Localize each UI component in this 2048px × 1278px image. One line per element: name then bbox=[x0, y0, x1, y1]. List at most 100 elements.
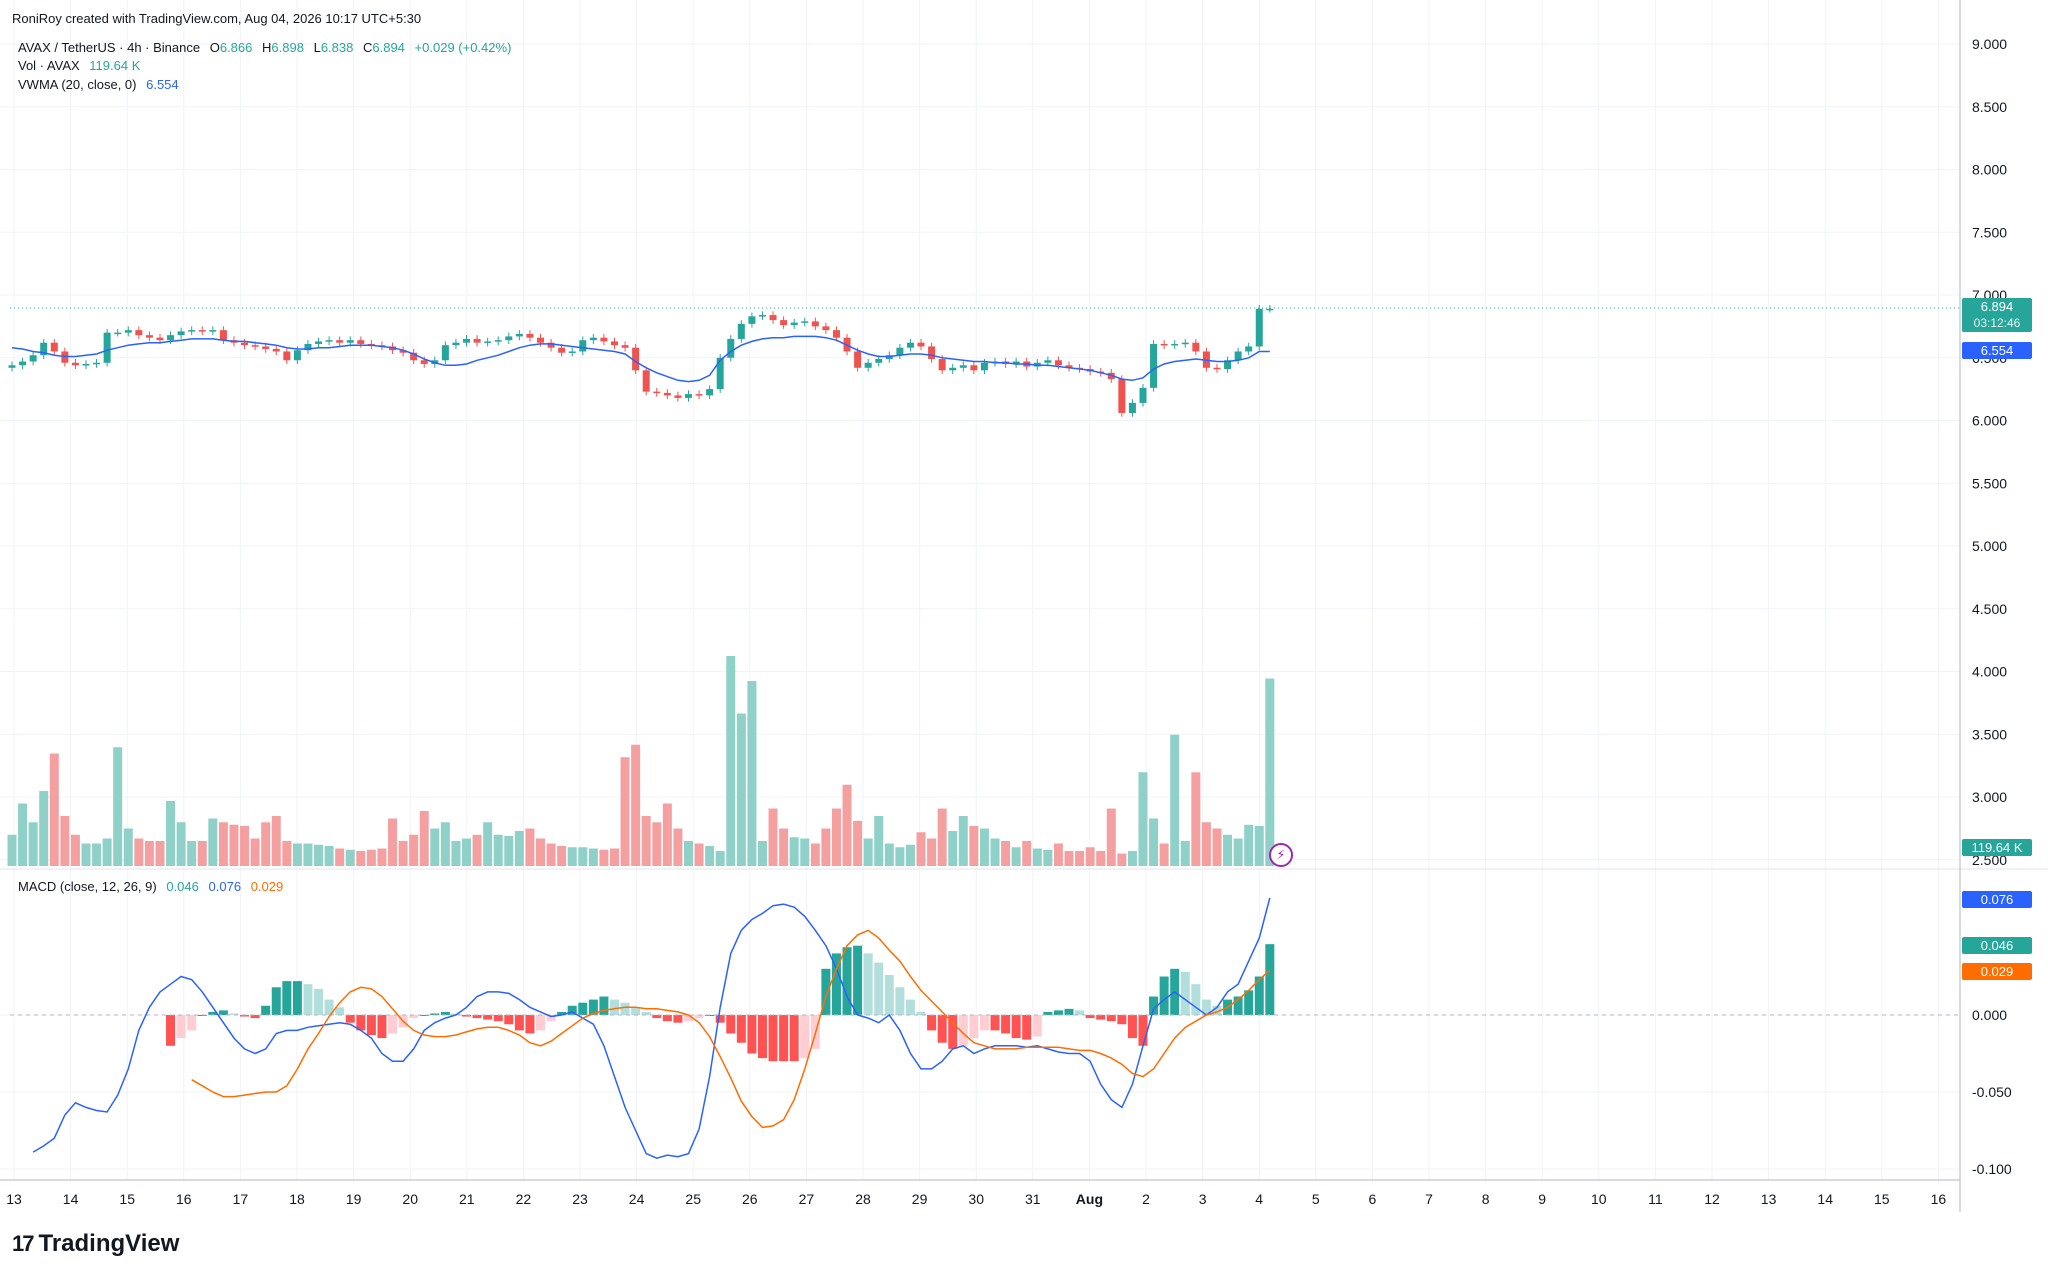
macd-histogram-bar bbox=[250, 1015, 260, 1019]
macd-histogram-bar bbox=[430, 1013, 440, 1015]
volume-bar bbox=[440, 822, 450, 866]
volume-bar bbox=[388, 818, 398, 866]
volume-bar bbox=[831, 808, 841, 866]
time-tick-label: 13 bbox=[1761, 1191, 1777, 1207]
macd-histogram-bar bbox=[990, 1015, 1000, 1031]
time-axis[interactable]: 13 14 15 16 17 18 19 20 21 22 23 24 25 26 27 28 29 30 31 Au… bbox=[6, 1191, 1946, 1207]
macd-histogram-bar bbox=[599, 996, 609, 1015]
volume-bar bbox=[377, 848, 387, 866]
candle-body bbox=[1118, 379, 1126, 413]
candle-body bbox=[653, 391, 661, 394]
volume-bar bbox=[271, 816, 281, 866]
macd-histogram-bar bbox=[1106, 1015, 1116, 1022]
time-tick-label: 16 bbox=[1931, 1191, 1947, 1207]
macd-histogram-bar bbox=[673, 1015, 683, 1023]
macd-histogram-bar bbox=[1053, 1010, 1063, 1015]
volume-bar bbox=[1138, 772, 1148, 866]
volume-bar bbox=[60, 816, 70, 866]
macd-histogram-bar bbox=[620, 1002, 630, 1015]
volume-bar bbox=[726, 656, 736, 866]
candle-body bbox=[315, 341, 323, 344]
macd-axis[interactable]: 0.000 -0.050 -0.100 bbox=[1972, 1007, 2012, 1177]
candle-body bbox=[790, 322, 798, 326]
volume-bar bbox=[1254, 826, 1264, 866]
time-tick-label: 20 bbox=[402, 1191, 418, 1207]
macd-histogram-bar bbox=[1001, 1015, 1011, 1034]
candle-body bbox=[589, 337, 597, 341]
high-value: 6.898 bbox=[271, 40, 304, 55]
volume-bar bbox=[789, 837, 799, 866]
volume-bar bbox=[197, 841, 207, 866]
macd-tick-label: 0.000 bbox=[1972, 1007, 2007, 1023]
macd-histogram-bar bbox=[409, 1015, 419, 1019]
volume-bar bbox=[345, 849, 355, 866]
macd-tick-label: -0.100 bbox=[1972, 1161, 2012, 1177]
tradingview-logo[interactable]: 17 TradingView bbox=[12, 1230, 179, 1258]
vwma-legend[interactable]: VWMA (20, close, 0) 6.554 bbox=[18, 76, 179, 94]
candle-body bbox=[452, 342, 460, 346]
macd-histogram-bar bbox=[1127, 1015, 1137, 1039]
macd-histogram-bar bbox=[356, 1015, 366, 1031]
vwma-line bbox=[11, 335, 1270, 383]
price-tick-label: 4.500 bbox=[1972, 601, 2007, 617]
volume-bar bbox=[356, 851, 366, 866]
time-tick-label: Aug bbox=[1076, 1191, 1103, 1207]
price-tick-label: 8.500 bbox=[1972, 99, 2007, 115]
macd-histogram-bar bbox=[1117, 1015, 1127, 1025]
volume-bar bbox=[895, 847, 905, 866]
time-tick-label: 9 bbox=[1538, 1191, 1546, 1207]
open-value: 6.866 bbox=[219, 40, 253, 55]
price-axis[interactable]: 9.0008.5008.0007.5007.0006.5006.0005.500… bbox=[1972, 36, 2007, 868]
candle-body bbox=[600, 337, 608, 342]
volume-bar bbox=[70, 834, 80, 866]
macd-histogram-bar bbox=[747, 1015, 757, 1054]
volume-bar bbox=[1201, 822, 1211, 866]
volume-bar bbox=[779, 828, 789, 866]
candle-body bbox=[1266, 308, 1274, 311]
candle-body bbox=[484, 341, 492, 343]
volume-bar bbox=[314, 844, 324, 866]
macd-label: MACD (close, 12, 26, 9) bbox=[18, 879, 157, 894]
macd-histogram-bar bbox=[631, 1007, 641, 1015]
macd-line-tag: 0.076 bbox=[1962, 891, 2032, 908]
price-tag: 6.894 03:12:46 bbox=[1962, 298, 2032, 332]
symbol-legend[interactable]: AVAX / TetherUS · 4h · Binance O6.866 H6… bbox=[18, 39, 511, 57]
candle-body bbox=[896, 347, 904, 356]
volume-legend[interactable]: Vol · AVAX 119.64 K bbox=[18, 57, 140, 75]
candle-body bbox=[1128, 402, 1136, 413]
macd-legend[interactable]: MACD (close, 12, 26, 9) 0.046 0.076 0.02… bbox=[18, 878, 283, 896]
macd-histogram-bar bbox=[715, 1015, 725, 1023]
lightning-alert-icon[interactable]: ⚡ bbox=[1269, 843, 1293, 867]
candle-body bbox=[188, 330, 196, 332]
time-tick-label: 27 bbox=[799, 1191, 815, 1207]
macd-histogram-bar bbox=[229, 1013, 239, 1015]
macd-histogram-bar bbox=[324, 999, 334, 1015]
candle-body bbox=[505, 336, 513, 341]
macd-signal-value: 0.029 bbox=[250, 879, 284, 894]
macd-histogram-bar bbox=[1138, 1015, 1148, 1046]
volume-bar bbox=[218, 822, 228, 866]
volume-bar bbox=[419, 811, 429, 866]
candle-body bbox=[494, 340, 502, 342]
volume-bar bbox=[1022, 841, 1032, 866]
candle-body bbox=[875, 359, 883, 363]
macd-histogram-bar bbox=[1233, 996, 1243, 1015]
price-tick-label: 5.500 bbox=[1972, 475, 2007, 491]
volume-bar bbox=[335, 848, 345, 866]
candle-body bbox=[1181, 342, 1189, 345]
close-label: C bbox=[362, 40, 373, 55]
low-value: 6.838 bbox=[320, 40, 354, 55]
candle-body bbox=[674, 395, 682, 398]
candle-body bbox=[854, 351, 862, 368]
candle-body bbox=[737, 323, 745, 339]
volume-bar bbox=[409, 834, 419, 866]
volume-bar bbox=[49, 753, 59, 866]
macd-histogram-bar bbox=[525, 1015, 535, 1034]
candle-body bbox=[19, 361, 27, 366]
candle-body bbox=[304, 343, 312, 351]
low-label: L bbox=[313, 40, 321, 55]
time-tick-label: 16 bbox=[176, 1191, 192, 1207]
time-tick-label: 14 bbox=[1817, 1191, 1833, 1207]
macd-histogram-bar bbox=[419, 1015, 429, 1016]
